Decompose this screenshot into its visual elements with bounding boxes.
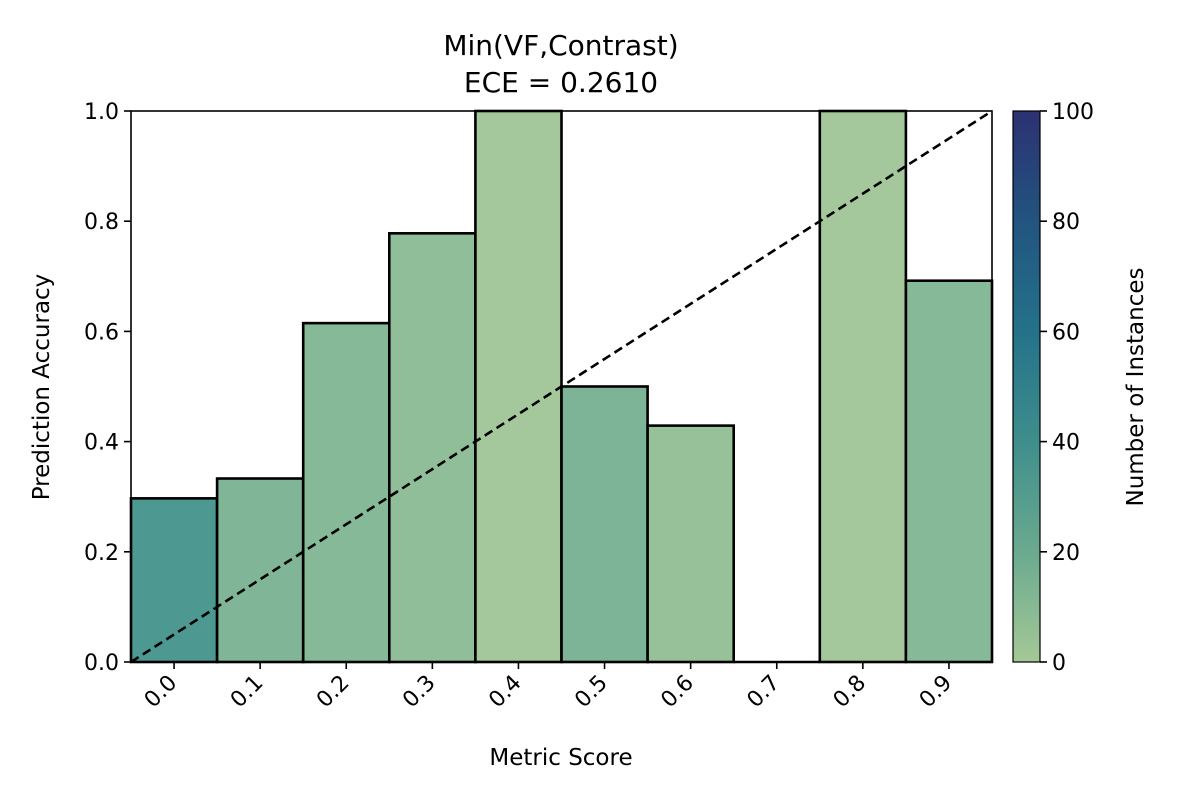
x-tick-label: 0.7 bbox=[743, 671, 785, 713]
x-axis-label: Metric Score bbox=[489, 745, 632, 771]
colorbar-label: Number of Instances bbox=[1123, 268, 1149, 507]
y-axis-ticks: 0.0 0.2 0.4 0.6 0.8 1.0 bbox=[84, 100, 131, 676]
bar-0.2 bbox=[301, 321, 391, 664]
bar-0.4 bbox=[474, 109, 563, 664]
x-tick-label: 0.0 bbox=[140, 671, 182, 713]
x-tick-label: 0.1 bbox=[226, 671, 268, 713]
colorbar: 0 20 40 60 80 100 bbox=[1012, 100, 1094, 676]
chart-title: Min(VF,Contrast) bbox=[443, 29, 678, 62]
perfect-calibration-line bbox=[130, 109, 993, 664]
bar-0.1 bbox=[215, 477, 305, 664]
x-tick-label: 0.4 bbox=[484, 671, 526, 713]
colorbar-tick-label: 80 bbox=[1052, 210, 1080, 235]
colorbar-tick-label: 40 bbox=[1052, 431, 1080, 456]
x-tick-label: 0.9 bbox=[915, 671, 957, 713]
bar-0.3 bbox=[387, 232, 477, 664]
x-tick-label: 0.8 bbox=[829, 671, 871, 713]
x-axis-ticks: 0.0 0.1 0.2 0.3 0.4 0.5 0.6 0.7 0.8 0.9 bbox=[140, 662, 957, 713]
plot-frame bbox=[130, 110, 993, 663]
x-tick-label: 0.5 bbox=[570, 671, 612, 713]
x-tick-label: 0.2 bbox=[312, 671, 354, 713]
y-tick-label: 0.6 bbox=[84, 320, 119, 345]
x-tick-label: 0.6 bbox=[656, 671, 698, 713]
colorbar-tick-label: 100 bbox=[1052, 100, 1094, 125]
bar-0.6 bbox=[646, 424, 735, 664]
chart-subtitle: ECE = 0.2610 bbox=[464, 66, 658, 99]
bar-0.5 bbox=[560, 385, 649, 664]
x-tick-label: 0.3 bbox=[398, 671, 440, 713]
bar-0.9 bbox=[904, 279, 994, 664]
y-tick-label: 0.2 bbox=[84, 541, 119, 566]
y-tick-label: 0.8 bbox=[84, 210, 119, 235]
y-tick-label: 0.0 bbox=[84, 651, 119, 676]
bar-0.0 bbox=[129, 497, 219, 664]
y-tick-label: 0.4 bbox=[84, 431, 119, 456]
colorbar-tick-label: 20 bbox=[1052, 541, 1080, 566]
colorbar-gradient bbox=[1012, 110, 1041, 663]
y-axis-label: Prediction Accuracy bbox=[29, 274, 55, 501]
plot-area: 0.0 0.1 0.2 0.3 0.4 0.5 0.6 0.7 0.8 0.90.00.20.40… bbox=[84, 100, 994, 713]
y-tick-label: 1.0 bbox=[84, 100, 119, 125]
bars bbox=[129, 109, 994, 664]
colorbar-tick-label: 0 bbox=[1052, 651, 1066, 676]
colorbar-tick-label: 60 bbox=[1052, 320, 1080, 345]
